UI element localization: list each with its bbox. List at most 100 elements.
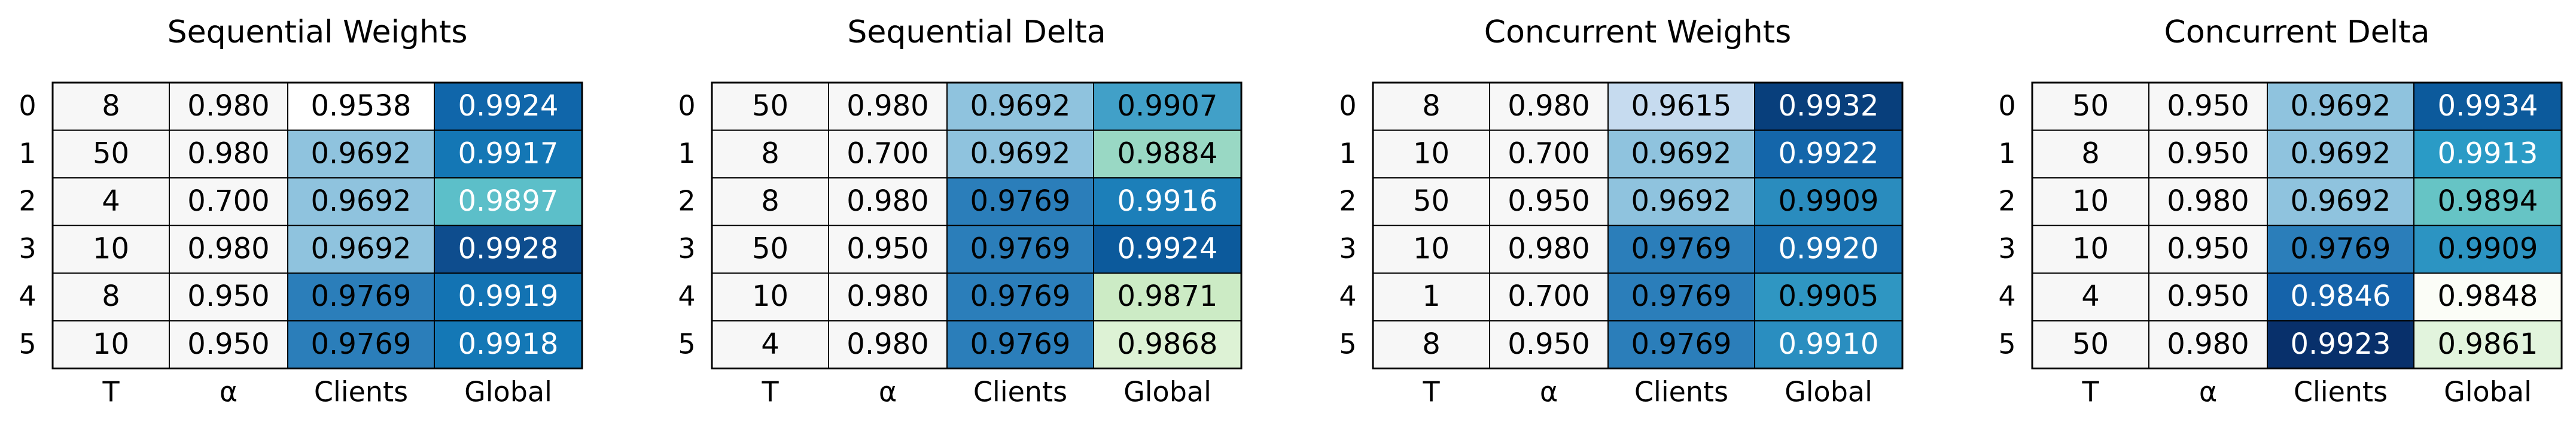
cell-value: 0.9769: [970, 232, 1071, 266]
cell-value: 0.9924: [458, 89, 559, 123]
cell-value: 0.9897: [458, 184, 559, 218]
table-cell: [1607, 224, 1755, 274]
table-cell: [2267, 320, 2414, 369]
table-cell: [2148, 272, 2268, 321]
row-label: 5: [678, 327, 695, 360]
cell-value: 0.9922: [1779, 136, 1879, 170]
table-cell: [1372, 224, 1490, 274]
row-label: 2: [678, 185, 695, 217]
panel-title: Sequential Weights: [168, 14, 468, 50]
table-cell: [1489, 129, 1609, 179]
column-label: Clients: [1634, 376, 1728, 408]
cell-value: 10: [1413, 232, 1450, 266]
cell-value: 0.980: [187, 136, 269, 170]
cell-value: 0.950: [2167, 280, 2249, 313]
column-label: α: [220, 376, 237, 408]
cell-value: 0.9769: [970, 327, 1071, 361]
cell-value: 0.9692: [2291, 89, 2391, 123]
cell-value: 50: [2072, 89, 2109, 123]
cell-value: 8: [102, 280, 120, 313]
table-cell: [2148, 129, 2268, 179]
table-cell: [434, 224, 583, 274]
table-cell: [1093, 224, 1242, 274]
column-label: Global: [1123, 376, 1211, 408]
table-border: [711, 81, 1243, 370]
cell-value: 0.950: [2167, 232, 2249, 266]
cell-value: 4: [761, 327, 780, 361]
cell-value: 0.950: [847, 232, 928, 266]
cell-value: 10: [93, 232, 129, 266]
cell-value: 0.9932: [1779, 89, 1879, 123]
cell-value: 0.950: [1508, 327, 1590, 361]
cell-value: 0.9928: [458, 232, 559, 266]
column-label: Global: [464, 376, 552, 408]
cell-value: 0.9769: [2291, 232, 2391, 266]
cell-value: 10: [93, 327, 129, 361]
cell-value: 10: [1413, 136, 1450, 170]
column-label: Global: [2444, 376, 2532, 408]
cell-value: 0.9919: [458, 280, 559, 313]
table-cell: [2413, 320, 2562, 369]
table-cell: [169, 129, 288, 179]
cell-value: 8: [761, 184, 780, 218]
table-cell: [169, 224, 288, 274]
table-cell: [2413, 272, 2562, 321]
cell-value: 0.9692: [2291, 136, 2391, 170]
column-label: T: [761, 376, 779, 408]
table-cell: [828, 320, 948, 369]
column-label: T: [102, 376, 120, 408]
cell-value: 0.950: [2167, 89, 2249, 123]
cell-value: 0.9848: [2438, 280, 2538, 313]
table-cell: [2032, 272, 2149, 321]
table-cell: [946, 224, 1094, 274]
cell-value: 0.9884: [1118, 136, 1218, 170]
cell-value: 0.9924: [1118, 232, 1218, 266]
table-cell: [1754, 177, 1903, 226]
cell-value: 0.9769: [311, 327, 412, 361]
cell-value: 0.700: [187, 184, 269, 218]
cell-value: 0.9905: [1779, 280, 1879, 313]
table-border: [51, 81, 583, 370]
table-cell: [1607, 177, 1755, 226]
table-cell: [1093, 129, 1242, 179]
cell-value: 0.980: [2167, 184, 2249, 218]
table-cell: [2148, 177, 2268, 226]
cell-value: 0.9692: [311, 184, 412, 218]
table-cell: [2148, 82, 2268, 131]
row-label: 4: [19, 280, 36, 312]
cell-value: 50: [93, 136, 129, 170]
cell-value: 0.9692: [970, 89, 1071, 123]
row-label: 1: [19, 137, 36, 169]
table-cell: [1372, 272, 1490, 321]
table-cell: [2148, 320, 2268, 369]
table-cell: [1754, 129, 1903, 179]
cell-value: 50: [2072, 327, 2109, 361]
row-label: 2: [19, 185, 36, 217]
row-label: 4: [678, 280, 695, 312]
cell-value: 0.9769: [1631, 232, 1732, 266]
cell-value: 10: [2072, 184, 2109, 218]
cell-value: 0.9913: [2438, 136, 2538, 170]
cell-value: 0.9769: [970, 280, 1071, 313]
column-label: Clients: [2294, 376, 2388, 408]
cell-value: 0.950: [1508, 184, 1590, 218]
cell-value: 0.9692: [1631, 136, 1732, 170]
cell-value: 0.9692: [2291, 184, 2391, 218]
row-label: 1: [678, 137, 695, 169]
panel-title: Sequential Delta: [847, 14, 1106, 50]
cell-value: 0.9692: [311, 232, 412, 266]
row-label: 0: [1998, 89, 2015, 122]
table-cell: [2267, 129, 2414, 179]
table-cell: [169, 82, 288, 131]
cell-value: 0.9868: [1118, 327, 1218, 361]
cell-value: 0.9920: [1779, 232, 1879, 266]
cell-value: 0.980: [187, 232, 269, 266]
cell-value: 1: [1422, 280, 1441, 313]
row-label: 2: [1339, 185, 1356, 217]
cell-value: 0.9909: [2438, 232, 2538, 266]
cell-value: 0.980: [2167, 327, 2249, 361]
cell-value: 8: [1422, 327, 1441, 361]
row-label: 3: [678, 232, 695, 265]
panel-title: Concurrent Delta: [2164, 14, 2430, 50]
